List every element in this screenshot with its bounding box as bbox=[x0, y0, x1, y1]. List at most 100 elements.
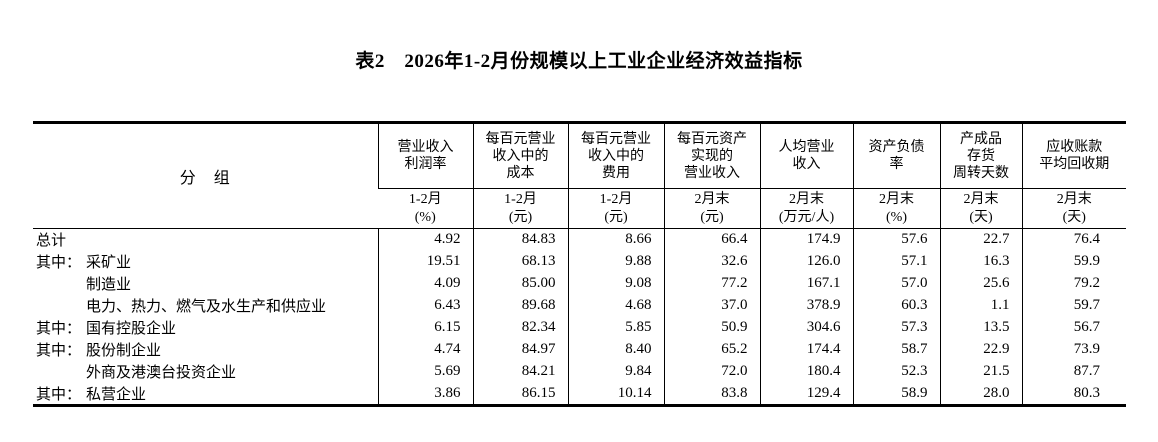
value-cell: 180.4 bbox=[759, 360, 853, 383]
row-label-prefix: 其中： bbox=[36, 343, 82, 359]
value-cell: 85.00 bbox=[472, 272, 568, 295]
economic-indicators-table: 分 组营业收入 利润率 每百元营业 收入中的 成本 每百元营业 收入中的 费用 每百元… bbox=[33, 121, 1126, 407]
value-cell: 32.6 bbox=[663, 250, 760, 273]
table-body: 总计 4.92 84.83 8.66 66.4 174.9 57.6 22.7 76.4 其中：采… bbox=[33, 228, 1126, 406]
table-header: 分 组营业收入 利润率 每百元营业 收入中的 成本 每百元营业 收入中的 费用 每百元… bbox=[33, 122, 1126, 229]
page: 表2 2026年1-2月份规模以上工业企业经济效益指标 分 组营业收入 利润率每… bbox=[33, 51, 1126, 407]
value-cell: 13.5 bbox=[939, 316, 1022, 339]
value-cell: 174.4 bbox=[759, 338, 853, 361]
value-cell: 126.0 bbox=[759, 250, 853, 273]
header-name-row: 分 组营业收入 利润率 每百元营业 收入中的 成本 每百元营业 收入中的 费用 每百元… bbox=[33, 122, 1126, 229]
value-cell: 84.21 bbox=[472, 360, 568, 383]
value-cell: 59.7 bbox=[1021, 294, 1126, 317]
column-header-5: 资产负债 率 bbox=[852, 122, 940, 189]
value-cell: 57.3 bbox=[852, 316, 940, 339]
value-cell: 22.9 bbox=[939, 338, 1022, 361]
value-cell: 77.2 bbox=[663, 272, 760, 295]
column-header-0: 营业收入 利润率 bbox=[377, 122, 473, 189]
column-period-4: 2月末 (万元/人) bbox=[759, 188, 853, 229]
column-period-6: 2月末 (天) bbox=[939, 188, 1022, 229]
row-label-name: 股份制企业 bbox=[86, 343, 162, 359]
value-cell: 304.6 bbox=[759, 316, 853, 339]
value-cell: 80.3 bbox=[1021, 382, 1126, 405]
column-period-1: 1-2月 (元) bbox=[472, 188, 568, 229]
row-label-prefix: 其中： bbox=[36, 321, 82, 337]
value-cell: 58.9 bbox=[852, 382, 940, 405]
value-cell: 1.1 bbox=[939, 294, 1022, 317]
table-row: 总计 4.92 84.83 8.66 66.4 174.9 57.6 22.7 76.4 bbox=[33, 228, 1126, 251]
column-period-0: 1-2月 (%) bbox=[378, 188, 473, 229]
value-cell: 378.9 bbox=[759, 294, 853, 317]
value-cell: 84.97 bbox=[472, 338, 568, 361]
group-column-header: 分 组 bbox=[33, 122, 378, 229]
value-cell: 3.86 bbox=[377, 382, 473, 405]
value-cell: 4.74 bbox=[377, 338, 473, 361]
column-header-4: 人均营业 收入 bbox=[759, 122, 853, 189]
value-cell: 57.1 bbox=[852, 250, 940, 273]
value-cell: 5.69 bbox=[377, 360, 473, 383]
value-cell: 9.84 bbox=[567, 360, 664, 383]
value-cell: 57.0 bbox=[852, 272, 940, 295]
value-cell: 6.43 bbox=[377, 294, 473, 317]
value-cell: 28.0 bbox=[939, 382, 1022, 405]
row-label-name: 采矿业 bbox=[86, 255, 132, 271]
table-row: 电力、热力、燃气及水生产和供应业 6.43 89.68 4.68 37.0 378.9 60… bbox=[33, 294, 1126, 317]
value-cell: 86.15 bbox=[472, 382, 568, 405]
table-row: 其中： 国有控股企业 6.15 82.34 5.85 50.9 304.6 57.3 13.5 5… bbox=[33, 316, 1126, 339]
value-cell: 87.7 bbox=[1021, 360, 1126, 383]
value-cell: 84.83 bbox=[472, 228, 568, 251]
row-label-name: 外商及港澳台投资企业 bbox=[86, 365, 237, 381]
value-cell: 73.9 bbox=[1021, 338, 1126, 361]
row-label: 其中： 私营企业 bbox=[33, 383, 378, 406]
value-cell: 4.09 bbox=[377, 272, 473, 295]
value-cell: 68.13 bbox=[472, 250, 568, 273]
header-period-row: 1-2月 (%) 1-2月 (元) 1-2月 (元) 2月末 (元) 2月末 (万元/人… bbox=[33, 188, 1126, 229]
table-row: 其中： 采矿业 19.51 68.13 9.88 32.6 126.0 57.1 16.3 59.… bbox=[33, 250, 1126, 273]
value-cell: 9.08 bbox=[567, 272, 664, 295]
value-cell: 6.15 bbox=[377, 316, 473, 339]
row-label-name: 电力、热力、燃气及水生产和供应业 bbox=[86, 299, 327, 315]
value-cell: 167.1 bbox=[759, 272, 853, 295]
row-label: 电力、热力、燃气及水生产和供应业 bbox=[33, 295, 378, 317]
value-cell: 10.14 bbox=[567, 382, 664, 405]
value-cell: 8.66 bbox=[567, 228, 664, 251]
row-label: 其中： 采矿业 bbox=[33, 251, 378, 273]
value-cell: 8.40 bbox=[567, 338, 664, 361]
row-label: 外商及港澳台投资企业 bbox=[33, 361, 378, 383]
value-cell: 9.88 bbox=[567, 250, 664, 273]
value-cell: 59.9 bbox=[1021, 250, 1126, 273]
value-cell: 79.2 bbox=[1021, 272, 1126, 295]
column-header-7: 应收账款 平均回收期 bbox=[1021, 122, 1126, 189]
value-cell: 76.4 bbox=[1021, 228, 1126, 251]
table-title: 表2 2026年1-2月份规模以上工业企业经济效益指标 bbox=[355, 51, 803, 72]
value-cell: 129.4 bbox=[759, 382, 853, 405]
column-header-2: 每百元营业 收入中的 费用 bbox=[567, 122, 664, 189]
value-cell: 60.3 bbox=[852, 294, 940, 317]
value-cell: 89.68 bbox=[472, 294, 568, 317]
column-period-7: 2月末 (天) bbox=[1021, 188, 1126, 229]
column-header-1: 每百元营业 收入中的 成本 bbox=[472, 122, 568, 189]
value-cell: 174.9 bbox=[759, 228, 853, 251]
table-row: 外商及港澳台投资企业 5.69 84.21 9.84 72.0 180.4 52.3 21.5… bbox=[33, 360, 1126, 383]
value-cell: 58.7 bbox=[852, 338, 940, 361]
value-cell: 50.9 bbox=[663, 316, 760, 339]
value-cell: 37.0 bbox=[663, 294, 760, 317]
row-label-name: 私营企业 bbox=[86, 386, 147, 403]
value-cell: 66.4 bbox=[663, 228, 760, 251]
value-cell: 56.7 bbox=[1021, 316, 1126, 339]
column-period-2: 1-2月 (元) bbox=[567, 188, 664, 229]
value-cell: 19.51 bbox=[377, 250, 473, 273]
row-label: 其中： 国有控股企业 bbox=[33, 317, 378, 339]
value-cell: 57.6 bbox=[852, 228, 940, 251]
value-cell: 25.6 bbox=[939, 272, 1022, 295]
row-label-prefix: 其中： bbox=[36, 255, 82, 271]
value-cell: 21.5 bbox=[939, 360, 1022, 383]
row-label: 制造业 bbox=[33, 273, 378, 295]
row-label-name: 国有控股企业 bbox=[86, 321, 177, 337]
row-label-prefix: 其中： bbox=[36, 386, 82, 403]
row-label: 其中： 股份制企业 bbox=[33, 339, 378, 361]
value-cell: 4.92 bbox=[377, 228, 473, 251]
value-cell: 4.68 bbox=[567, 294, 664, 317]
value-cell: 22.7 bbox=[939, 228, 1022, 251]
column-period-5: 2月末 (%) bbox=[852, 188, 940, 229]
